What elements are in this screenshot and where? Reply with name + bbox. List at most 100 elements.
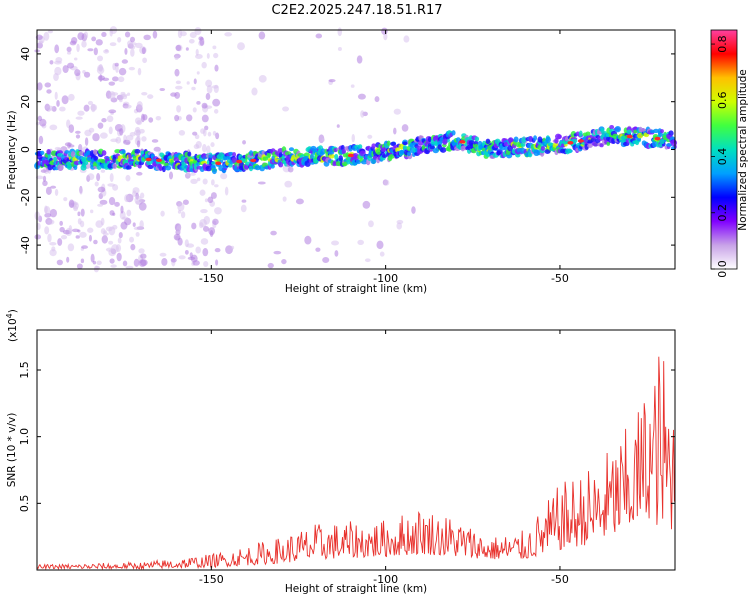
spectrogram-noise-blob bbox=[136, 135, 141, 143]
spectrogram-noise-blob bbox=[224, 186, 229, 196]
spectrogram-ridge-cell bbox=[82, 156, 88, 162]
spectrogram-ridge-cell bbox=[399, 150, 405, 155]
snr-ytick-label: 0.5 bbox=[18, 495, 31, 513]
spectrogram-noise-blob bbox=[357, 93, 366, 100]
spectrogram-ridge-cell bbox=[578, 130, 583, 137]
spectrogram-noise-blob bbox=[195, 246, 201, 254]
spectrogram-xlabel: Height of straight line (km) bbox=[285, 283, 427, 295]
spectrogram-noise-blob bbox=[99, 199, 108, 205]
spectrogram-noise-blob bbox=[87, 173, 95, 181]
spectrogram-noise-blob bbox=[77, 32, 85, 41]
spectrogram-noise-blob bbox=[81, 245, 88, 249]
spectrogram-noise-blob bbox=[214, 184, 219, 188]
spectrogram-noise-blob bbox=[159, 87, 166, 92]
spectrogram-noise-blob bbox=[202, 226, 210, 232]
spectrogram-xtick-label: -50 bbox=[551, 272, 569, 285]
spectrogram-ridge-cell bbox=[231, 157, 238, 164]
spectrogram-noise-blob bbox=[186, 81, 190, 85]
spectrogram-noise-blob bbox=[101, 235, 108, 244]
spectrogram-noise-blob bbox=[175, 80, 181, 85]
spectrogram-ridge-cell bbox=[665, 143, 673, 147]
spectrogram-ridge-cell bbox=[451, 130, 456, 136]
spectrogram-noise-blob bbox=[60, 234, 68, 240]
spectrogram-noise-blob bbox=[120, 91, 126, 96]
spectrogram-ridge-cell bbox=[100, 158, 107, 164]
spectrogram-noise-blob bbox=[315, 33, 323, 39]
spectrogram-noise-blob bbox=[204, 198, 209, 203]
snr-xtick-label: -150 bbox=[199, 573, 224, 586]
spectrogram-ridge-cell bbox=[266, 152, 272, 158]
spectrogram-noise-blob bbox=[128, 66, 136, 71]
spectrogram-ridge-cell bbox=[614, 125, 621, 133]
spectrogram-noise-blob bbox=[114, 62, 119, 67]
spectrogram-noise-blob bbox=[111, 244, 119, 254]
spectrogram-noise-blob bbox=[315, 247, 321, 252]
spectrogram-noise-blob bbox=[136, 101, 143, 109]
spectrogram-noise-blob bbox=[374, 96, 380, 103]
spectrogram-noise-blob bbox=[134, 195, 142, 205]
spectrogram-noise-blob bbox=[196, 71, 200, 75]
spectrogram-noise-blob bbox=[383, 33, 388, 41]
spectrogram-noise-blob bbox=[59, 106, 66, 112]
spectrogram-noise-blob bbox=[130, 48, 135, 57]
spectrogram-noise-blob bbox=[108, 81, 116, 86]
spectrogram-peak bbox=[156, 158, 163, 163]
spectrogram-noise-blob bbox=[108, 126, 113, 135]
spectrogram-ridge-cell bbox=[402, 145, 408, 150]
spectrogram-noise-blob bbox=[240, 204, 247, 213]
spectrogram-noise-blob bbox=[80, 208, 85, 217]
spectrogram-noise-blob bbox=[161, 257, 168, 266]
spectrogram-noise-blob bbox=[63, 197, 68, 202]
spectrogram-ridge-cell bbox=[540, 146, 546, 151]
spectrogram-peak bbox=[459, 140, 466, 144]
spectrogram-noise-blob bbox=[74, 69, 81, 77]
spectrogram-noise-blob bbox=[38, 135, 44, 145]
spectrogram-noise-blob bbox=[267, 262, 274, 269]
spectrogram-noise-blob bbox=[92, 133, 100, 142]
spectrogram-noise-blob bbox=[211, 85, 219, 89]
spectrogram-noise-blob bbox=[337, 27, 343, 37]
spectrogram-noise-blob bbox=[119, 98, 123, 103]
spectrogram-noise-blob bbox=[98, 64, 103, 72]
spectrogram-ridge-cell bbox=[440, 147, 447, 153]
spectrogram-noise-blob bbox=[141, 91, 148, 96]
spectrogram-noise-blob bbox=[109, 91, 116, 101]
spectrogram-noise-blob bbox=[77, 211, 81, 217]
spectrogram-ridge-cell bbox=[288, 147, 295, 152]
spectrogram-ticks: -150 -100 -50 -40 -20 0 20 40 bbox=[19, 30, 675, 285]
spectrogram-noise-blob bbox=[83, 71, 91, 78]
spectrogram-ytick-label: 20 bbox=[19, 95, 32, 109]
spectrogram-noise-blob bbox=[196, 100, 201, 105]
spectrogram-noise-blob bbox=[214, 207, 222, 215]
spectrogram-noise-blob bbox=[212, 98, 221, 107]
spectrogram-noise-blob bbox=[159, 252, 167, 257]
spectrogram-noise-blob bbox=[95, 39, 103, 46]
spectrogram-noise-blob bbox=[75, 235, 80, 239]
spectrogram-noise-blob bbox=[205, 92, 211, 101]
spectrogram-noise-blob bbox=[75, 134, 81, 139]
spectrogram-noise-blob bbox=[199, 219, 207, 228]
spectrogram-noise-blob bbox=[189, 172, 196, 176]
spectrogram-noise-blob bbox=[77, 218, 82, 225]
spectrogram-noise-blob bbox=[61, 95, 69, 105]
snr-xtick-label: -100 bbox=[373, 573, 398, 586]
spectrogram-noise-blob bbox=[383, 179, 390, 186]
spectrogram-ridge-cell bbox=[232, 152, 237, 158]
spectrogram-noise-blob bbox=[34, 234, 42, 240]
spectrogram-ridge-cell bbox=[592, 142, 599, 147]
spectrogram-noise-blob bbox=[125, 134, 134, 141]
spectrogram-noise-blob bbox=[76, 43, 80, 53]
spectrogram-ridge-cell bbox=[375, 148, 382, 155]
spectrogram-ridge-cell bbox=[521, 137, 527, 144]
colorbar: 0.0 0.2 0.4 0.6 0.8 Normalized spectral ampl… bbox=[710, 29, 749, 278]
spectrogram-noise-blob bbox=[191, 86, 196, 91]
spectrogram-noise-blob bbox=[59, 220, 63, 226]
spectrogram-noise-blob bbox=[182, 199, 189, 205]
spectrogram-ridge-cell bbox=[653, 128, 659, 134]
spectrogram-noise-blob bbox=[137, 67, 142, 76]
spectrogram-noise-blob bbox=[202, 128, 207, 137]
spectrogram-noise-blob bbox=[282, 196, 287, 202]
spectrogram-noise-blob bbox=[87, 48, 94, 52]
spectrogram-noise-blob bbox=[334, 250, 339, 257]
spectrogram-noise-blob bbox=[175, 85, 183, 90]
